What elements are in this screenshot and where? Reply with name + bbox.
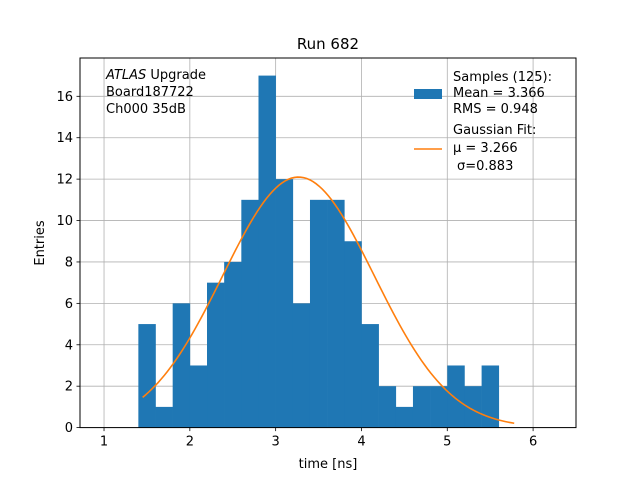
x-axis-label: time [ns]	[299, 457, 358, 472]
histogram-bar	[344, 241, 362, 428]
y-tick-label: 6	[65, 297, 73, 312]
board-label: Board187722	[106, 85, 194, 100]
atlas-text: ATLAS	[105, 68, 146, 83]
histogram-bar	[189, 365, 208, 428]
y-tick-label: 12	[56, 173, 73, 188]
histogram-bar	[378, 386, 397, 428]
y-tick-label: 14	[56, 131, 73, 146]
y-tick-label: 0	[65, 421, 73, 436]
x-tick-label: 6	[529, 435, 537, 450]
histogram-bars	[138, 75, 500, 428]
x-tick-label: 4	[357, 435, 365, 450]
histogram-bar	[138, 324, 156, 428]
histogram-bar	[481, 365, 500, 428]
x-axis-ticks: 1 2 3 4 5 6	[100, 427, 537, 450]
histogram-bar	[224, 261, 242, 428]
histogram-bar	[395, 406, 414, 428]
legend-samples-mean: Mean = 3.366	[453, 86, 545, 101]
x-tick-label: 3	[272, 435, 280, 450]
histogram-bar	[447, 365, 465, 428]
legend-fit-mu: μ = 3.266	[453, 141, 518, 156]
y-axis-label: Entries	[33, 220, 48, 266]
x-tick-label: 1	[100, 435, 108, 450]
channel-label: Ch000 35dB	[106, 102, 186, 117]
histogram-bar	[275, 179, 294, 428]
legend-samples-rms: RMS = 0.948	[453, 102, 538, 117]
legend-samples-swatch	[414, 89, 442, 99]
histogram-bar	[292, 303, 311, 428]
histogram-bar	[412, 386, 431, 428]
histogram-bar	[464, 386, 482, 428]
histogram-bar	[207, 282, 225, 428]
histogram-bar	[172, 303, 191, 428]
histogram-bar	[241, 199, 259, 428]
histogram-bar	[155, 406, 173, 428]
histogram-bar	[258, 75, 276, 428]
y-tick-label: 2	[65, 380, 73, 395]
x-tick-label: 5	[443, 435, 451, 450]
y-tick-label: 8	[65, 255, 73, 270]
histogram-bar	[309, 199, 328, 428]
legend-samples-title: Samples (125):	[453, 70, 552, 85]
upgrade-text: Upgrade	[146, 68, 206, 83]
atlas-label: ATLAS Upgrade	[105, 68, 206, 83]
x-tick-label: 2	[186, 435, 194, 450]
y-axis-ticks: 0 2 4 6 8 10 12 14 16	[56, 90, 80, 436]
plot-frame	[79, 57, 577, 429]
y-tick-label: 16	[56, 90, 73, 105]
chart-title: Run 682	[297, 35, 359, 53]
gaussian-fit-curve	[142, 176, 515, 425]
y-tick-label: 10	[56, 214, 73, 229]
legend-fit-sigma: σ=0.883	[457, 159, 513, 174]
histogram-bar	[327, 199, 345, 428]
y-tick-label: 4	[65, 338, 73, 353]
histogram-bar	[430, 386, 448, 428]
histogram-bar	[361, 324, 379, 428]
legend-fit-title: Gaussian Fit:	[453, 123, 536, 138]
